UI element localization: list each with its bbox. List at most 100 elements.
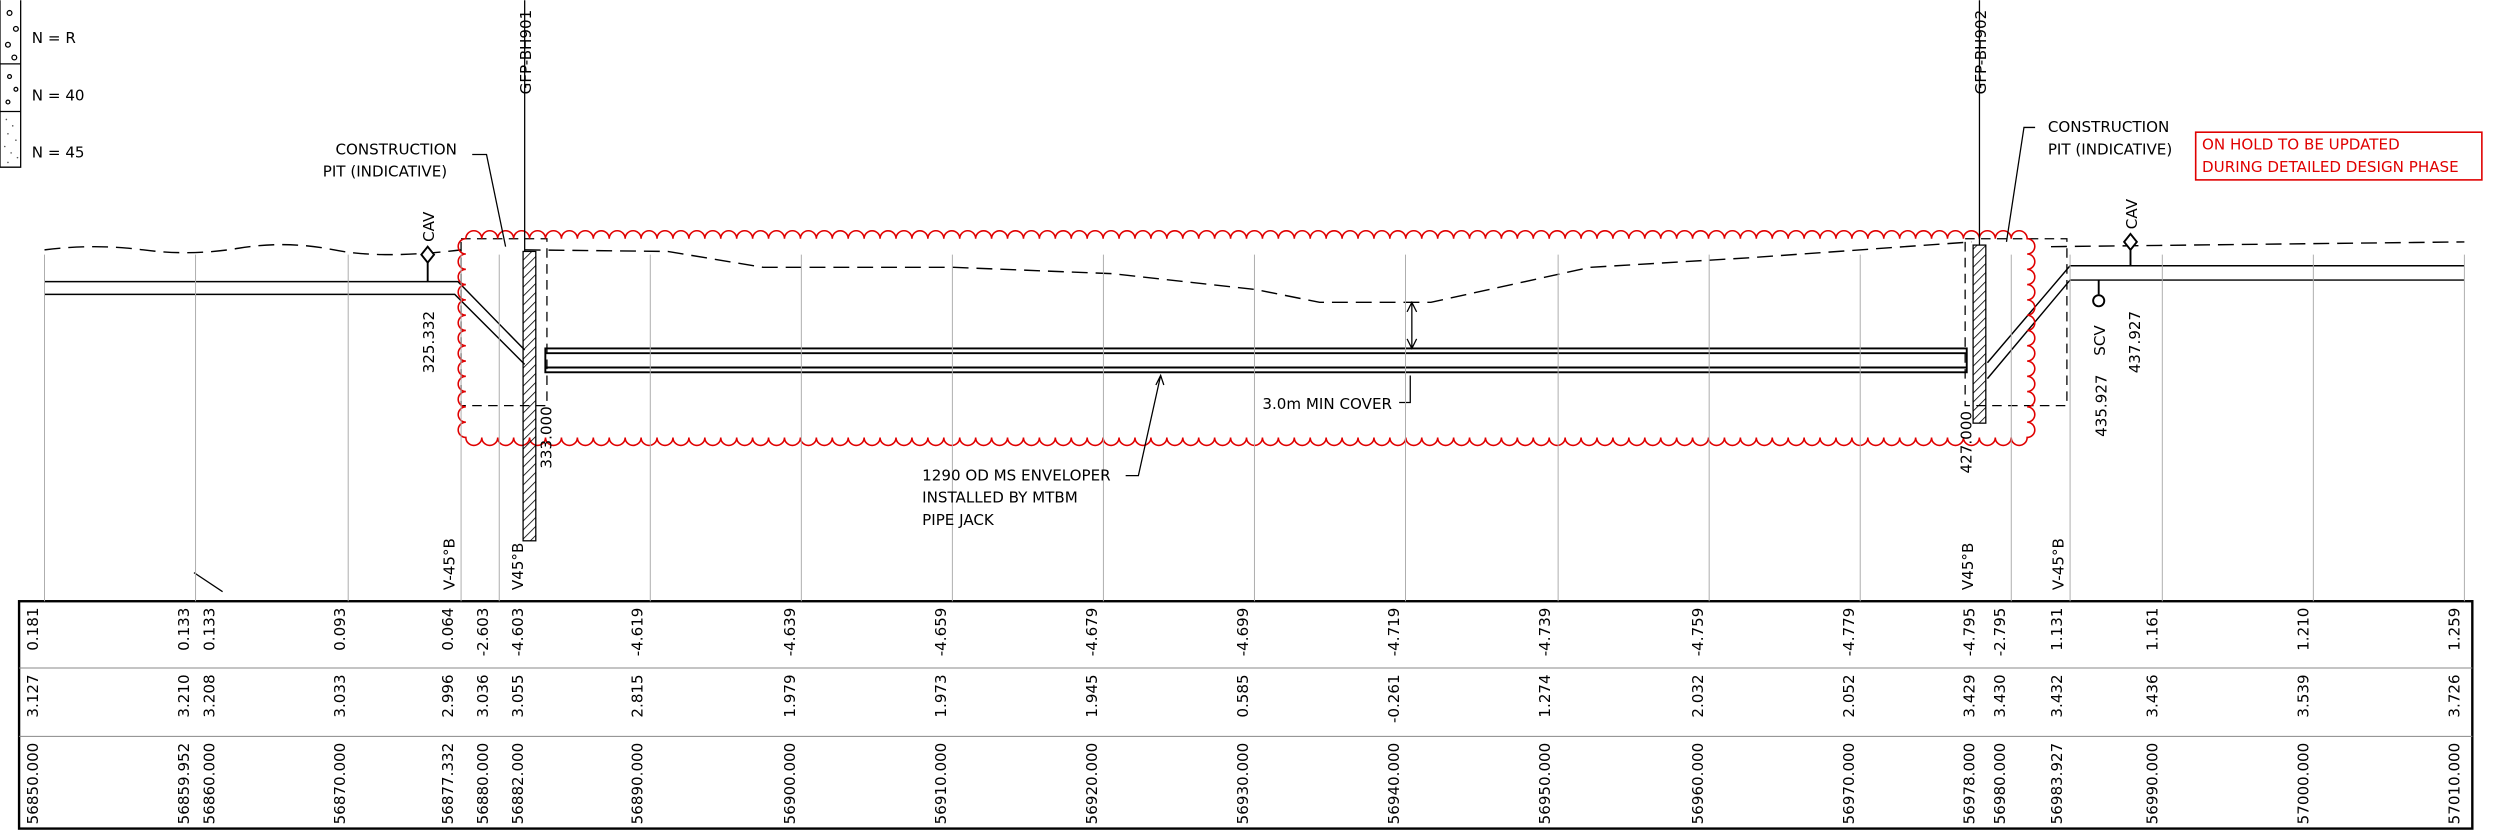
table-cell: 56980.000 (1991, 743, 2009, 825)
table-cell: -4.795 (1961, 608, 1979, 657)
table-cell: 56978.000 (1961, 743, 1979, 825)
bend-label: V45°B (509, 543, 527, 590)
level-label: 435.927 (2093, 374, 2111, 436)
table-cell: -4.699 (1234, 608, 1252, 657)
table-cell: 56850.000 (24, 743, 42, 825)
table-cell: 3.429 (1961, 674, 1979, 717)
table-cell: 1.161 (2144, 608, 2162, 651)
legend-column (0, 0, 22, 168)
table-cell: 2.815 (628, 674, 646, 717)
table-cell: 0.064 (439, 608, 457, 651)
level-label: 437.927 (2126, 311, 2144, 373)
hold-box (2194, 131, 2483, 181)
table-cell: -0.261 (1385, 674, 1403, 723)
table-cell: -4.759 (1689, 608, 1707, 657)
cover-note: 3.0m MIN COVER (1262, 395, 1392, 413)
table-cell: 1.210 (2295, 608, 2313, 651)
level-label: 427.000 (1958, 411, 1976, 473)
table-cell: 3.055 (509, 674, 527, 717)
table-cell: -4.603 (509, 608, 527, 657)
hold-note: DURING DETAILED DESIGN PHASE (2202, 158, 2459, 176)
pipe (544, 347, 1968, 374)
table-cell: 0.133 (175, 608, 193, 651)
table-cell: 56990.000 (2144, 743, 2162, 825)
table-cell: 56940.000 (1385, 743, 1403, 825)
hold-note: ON HOLD TO BE UPDATED (2202, 136, 2400, 154)
table-cell: 56970.000 (1840, 743, 1858, 825)
borehole-label: GFP-BH902 (1972, 10, 1990, 95)
table-cell: 1.259 (2446, 608, 2464, 651)
pit-label: PIT (INDICATIVE) (323, 163, 447, 181)
leader-line (193, 126, 2036, 593)
level-label: 325.332 (420, 311, 438, 373)
table-cell: 56920.000 (1083, 743, 1101, 825)
table-cell: 3.539 (2295, 674, 2313, 717)
table-cell: 0.133 (201, 608, 219, 651)
table-cell: 1.979 (781, 674, 799, 717)
table-cell: -4.739 (1536, 608, 1554, 657)
table-cell: -4.679 (1083, 608, 1101, 657)
table-cell: 56860.000 (201, 743, 219, 825)
pit-outline (460, 238, 2068, 407)
bend-label: V-45°B (441, 538, 459, 590)
pipe-note: PIPE JACK (922, 511, 995, 529)
table-cell: 0.181 (24, 608, 42, 651)
bend-label: V-45°B (2050, 538, 2068, 590)
table-cell: 2.996 (439, 674, 457, 717)
revision-cloud (457, 230, 2036, 447)
borehole-label: GFP-BH901 (517, 10, 535, 95)
table-cell: 3.436 (2144, 674, 2162, 717)
table-cell: 57000.000 (2295, 743, 2313, 825)
table-cell: 3.210 (175, 674, 193, 717)
table-frame (17, 600, 2474, 830)
valve-label: SCV (2091, 325, 2109, 356)
table-cell: 3.726 (2446, 674, 2464, 717)
table-cell: 56960.000 (1689, 743, 1707, 825)
table-cell: -4.619 (628, 608, 646, 657)
valve-label: CAV (420, 211, 438, 242)
table-cell: 56930.000 (1234, 743, 1252, 825)
table-cell: 56890.000 (628, 743, 646, 825)
table-cell: 2.052 (1840, 674, 1858, 717)
table-cell: 3.432 (2048, 674, 2066, 717)
valve-label: CAV (2123, 198, 2141, 229)
table-cell: 0.585 (1234, 674, 1252, 717)
table-cell: 1.973 (932, 674, 950, 717)
table-cell: 3.036 (474, 674, 492, 717)
table-cell: -4.639 (781, 608, 799, 657)
table-cell: 3.033 (331, 674, 349, 717)
pit-label: CONSTRUCTION (2048, 118, 2169, 136)
station-lines (44, 254, 2465, 602)
legend-label: N = 45 (32, 144, 85, 162)
table-cell: 1.274 (1536, 674, 1554, 717)
table-cell: 56877.332 (439, 743, 457, 825)
legend-label: N = R (32, 29, 77, 47)
legend-label: N = 40 (32, 86, 85, 104)
table-cell: 57010.000 (2446, 743, 2464, 825)
pit-label: CONSTRUCTION (335, 140, 456, 158)
table-cell: 3.430 (1991, 674, 2009, 717)
table-cell: 1.131 (2048, 608, 2066, 651)
table-cell: -2.603 (474, 608, 492, 657)
table-cell: 3.208 (201, 674, 219, 717)
table-cell: -4.659 (932, 608, 950, 657)
table-cell: 56870.000 (331, 743, 349, 825)
table-cell: 56983.927 (2048, 743, 2066, 825)
pipe-note: INSTALLED BY MTBM (922, 489, 1078, 507)
borehole (522, 0, 1987, 542)
table-cell: 56900.000 (781, 743, 799, 825)
legend-dots (3, 118, 19, 164)
table-cell: 3.127 (24, 674, 42, 717)
table-cell: -4.779 (1840, 608, 1858, 657)
valve-symbol (420, 232, 2139, 308)
table-cell: 1.945 (1083, 674, 1101, 717)
pipe-note: 1290 OD MS ENVELOPER (922, 466, 1111, 484)
bend-label: V45°B (1959, 543, 1977, 590)
table-cell: 56950.000 (1536, 743, 1554, 825)
table-cell: 56910.000 (932, 743, 950, 825)
table-cell: 56859.952 (175, 743, 193, 825)
table-cell: 2.032 (1689, 674, 1707, 717)
table-cell: -2.795 (1991, 608, 2009, 657)
level-label: 333.000 (538, 406, 556, 468)
